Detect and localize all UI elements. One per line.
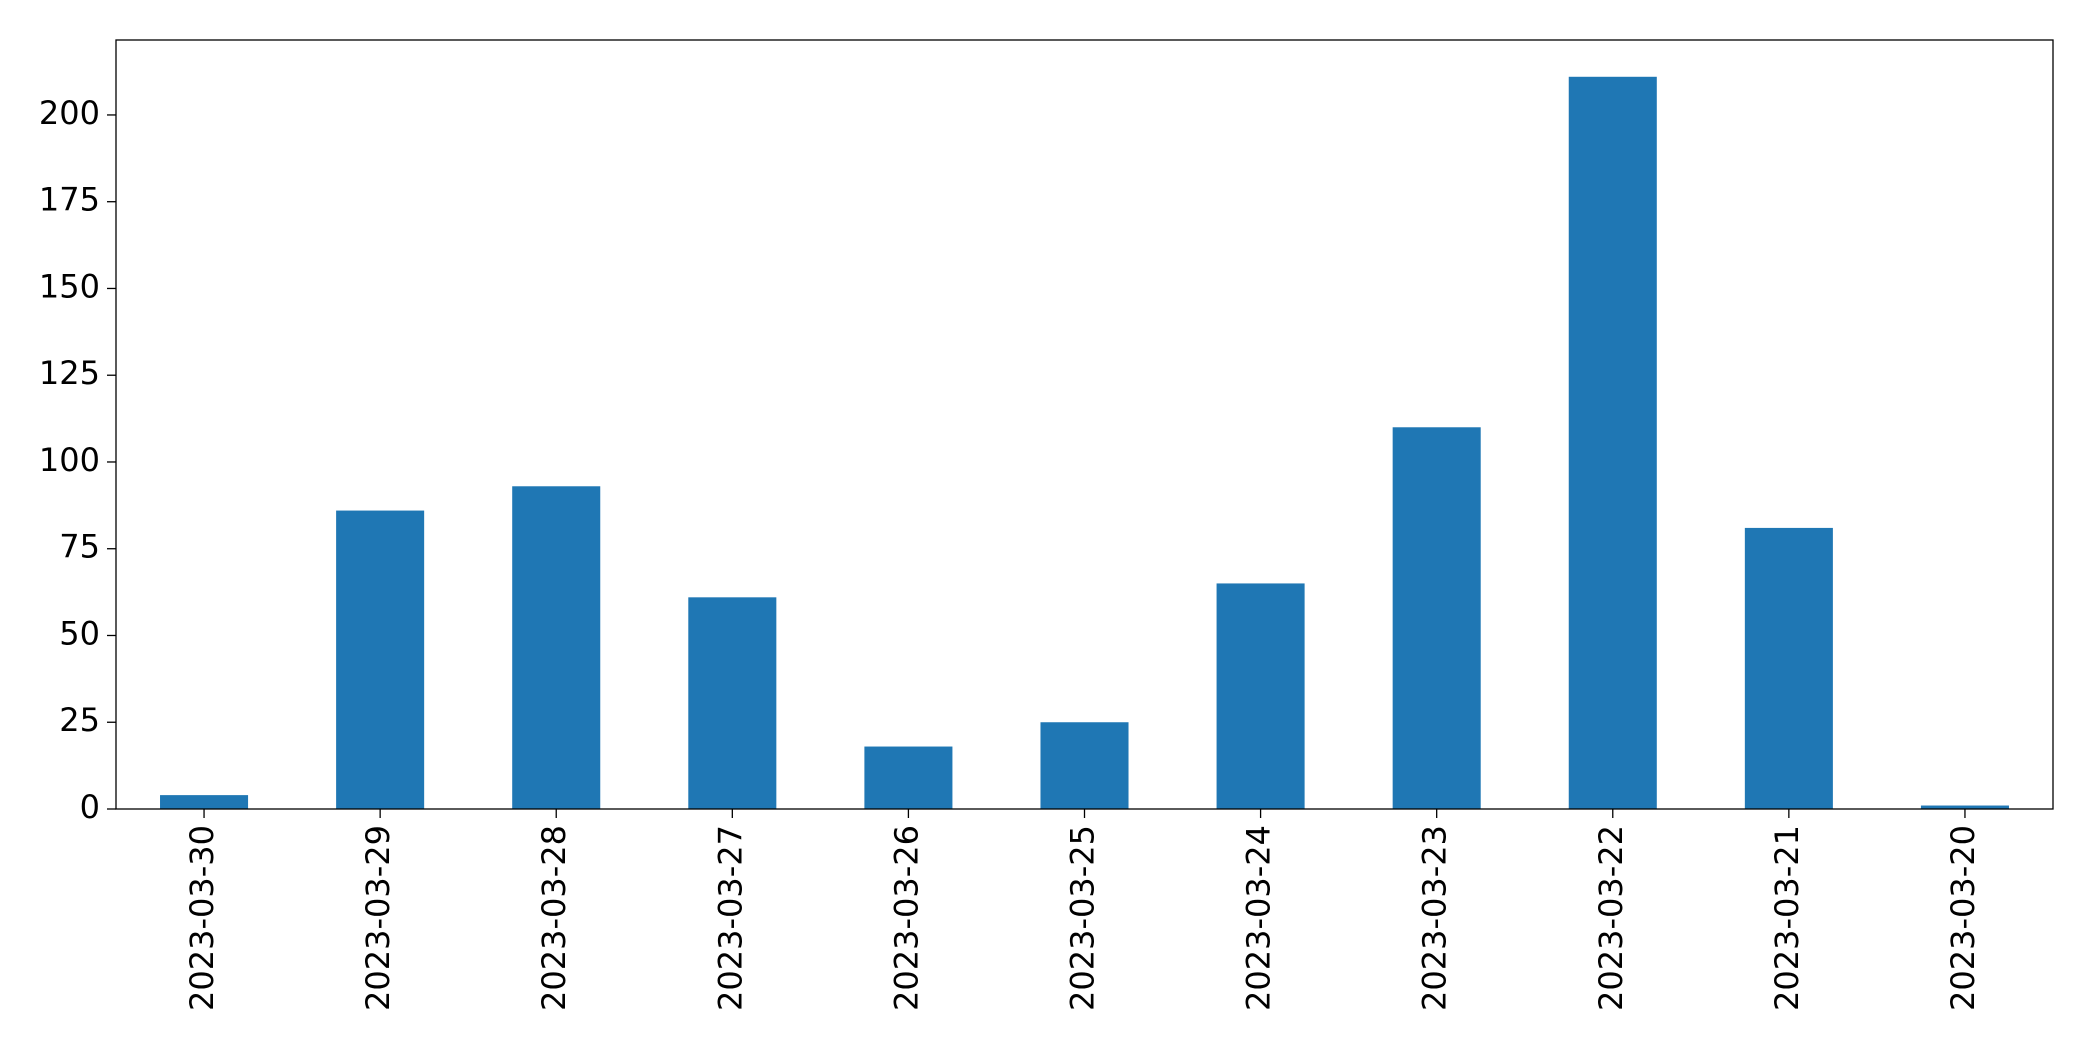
- x-tick-label: 2023-03-25: [1064, 825, 1102, 1011]
- bar: [1568, 76, 1657, 809]
- bar: [1216, 583, 1305, 809]
- x-tick-label: 2023-03-30: [183, 825, 221, 1011]
- bar: [864, 746, 953, 809]
- bar: [688, 597, 777, 809]
- bar: [336, 510, 425, 809]
- y-tick-label: 75: [59, 528, 100, 566]
- bar: [1744, 527, 1833, 809]
- plot-frame: [115, 39, 2054, 810]
- y-tick-label: 200: [39, 94, 100, 132]
- y-tick-label: 150: [39, 267, 100, 305]
- bar: [1920, 805, 2009, 809]
- x-tick-label: 2023-03-20: [1944, 825, 1982, 1011]
- bar: [160, 795, 249, 809]
- bar: [512, 486, 601, 809]
- x-tick-label: 2023-03-23: [1416, 825, 1454, 1011]
- y-tick-label: 25: [59, 701, 100, 739]
- x-tick-label: 2023-03-22: [1592, 825, 1630, 1011]
- bar: [1392, 427, 1481, 809]
- x-tick-label: 2023-03-29: [359, 825, 397, 1011]
- x-tick-label: 2023-03-28: [535, 825, 573, 1011]
- y-tick-label: 0: [80, 788, 100, 826]
- x-tick-label: 2023-03-27: [711, 825, 749, 1011]
- y-tick-label: 125: [39, 354, 100, 392]
- x-tick-label: 2023-03-24: [1240, 825, 1278, 1011]
- x-tick-label: 2023-03-21: [1768, 825, 1806, 1011]
- y-tick-label: 100: [39, 441, 100, 479]
- bar: [1040, 722, 1129, 809]
- y-tick-label: 175: [39, 181, 100, 219]
- x-tick-label: 2023-03-26: [887, 825, 925, 1011]
- y-tick-label: 50: [59, 614, 100, 652]
